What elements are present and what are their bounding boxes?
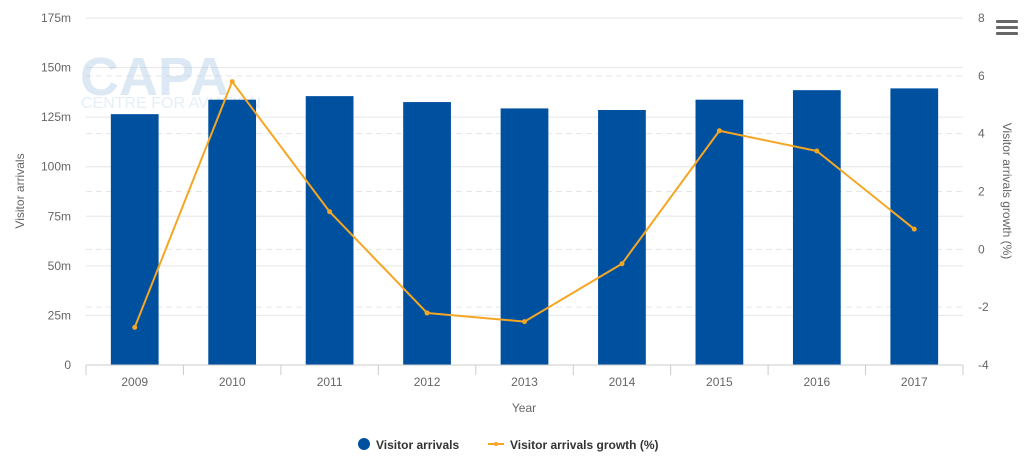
growth-point[interactable] (619, 261, 625, 267)
y-right-tick-label: -4 (978, 358, 989, 372)
bar-visitor-arrivals[interactable] (110, 114, 159, 365)
legend-label-visitor-arrivals: Visitor arrivals (376, 438, 459, 452)
menu-bar (996, 20, 1018, 23)
y-left-tick-label: 0 (64, 358, 71, 372)
growth-point[interactable] (911, 226, 917, 232)
x-tick-label: 2013 (511, 375, 538, 389)
growth-point[interactable] (522, 319, 527, 325)
bar-visitor-arrivals[interactable] (500, 108, 549, 366)
legend-item-growth[interactable]: Visitor arrivals growth (%) (488, 438, 658, 452)
axes: 0 25m 50m 75m 100m 125m 150m 175m -4 -2 0 2 4 6 8 2009 2… (41, 11, 989, 389)
x-tick-label: 2016 (803, 375, 830, 389)
y-left-tick-label: 50m (48, 259, 71, 273)
x-tick-label: 2012 (414, 375, 441, 389)
x-tick-label: 2017 (901, 375, 928, 389)
bar-visitor-arrivals[interactable] (305, 96, 354, 365)
line-series (132, 79, 917, 330)
y-axis-left-title: Visitor arrivals (13, 153, 27, 228)
growth-point[interactable] (132, 324, 138, 330)
x-tick-label: 2010 (219, 375, 246, 389)
y-left-tick-label: 125m (41, 110, 71, 124)
y-right-tick-label: -2 (978, 300, 989, 314)
legend-marker-dot (494, 442, 498, 446)
y-right-tick-label: 0 (978, 242, 985, 256)
growth-point[interactable] (229, 79, 235, 85)
menu-bar (996, 32, 1018, 35)
growth-point[interactable] (716, 128, 722, 134)
x-tick-label: 2014 (609, 375, 636, 389)
y-left-tick-label: 150m (41, 61, 71, 75)
bar-visitor-arrivals[interactable] (208, 99, 257, 365)
y-left-tick-label: 25m (48, 308, 71, 322)
x-tick-label: 2015 (706, 375, 733, 389)
y-left-tick-label: 100m (41, 160, 71, 174)
legend-item-visitor-arrivals[interactable]: Visitor arrivals (358, 438, 459, 452)
bar-visitor-arrivals[interactable] (598, 110, 646, 365)
y-left-tick-label: 175m (41, 11, 71, 25)
legend: Visitor arrivals Visitor arrivals growth… (358, 438, 658, 452)
legend-marker-bar (358, 438, 370, 450)
y-right-tick-label: 8 (978, 11, 985, 25)
x-tick-label: 2011 (317, 375, 343, 389)
y-axis-right-title: Visitor arrivals growth (%) (1000, 123, 1014, 259)
watermark-brand: CAPA (80, 47, 229, 107)
bar-visitor-arrivals[interactable] (695, 99, 744, 365)
bar-visitor-arrivals[interactable] (403, 102, 451, 365)
y-right-tick-label: 4 (978, 127, 985, 141)
y-left-tick-label: 75m (48, 209, 71, 223)
growth-point[interactable] (424, 310, 430, 316)
growth-point[interactable] (327, 209, 333, 215)
bar-visitor-arrivals[interactable] (792, 90, 841, 366)
hamburger-menu-icon[interactable] (996, 18, 1018, 38)
legend-label-growth: Visitor arrivals growth (%) (510, 438, 658, 452)
y-right-tick-label: 6 (978, 69, 985, 83)
menu-bar (996, 26, 1018, 29)
bar-series (110, 88, 939, 366)
x-tick-label: 2009 (121, 375, 148, 389)
growth-point[interactable] (814, 148, 820, 154)
y-right-tick-label: 2 (978, 185, 985, 199)
x-axis-title: Year (512, 401, 536, 415)
